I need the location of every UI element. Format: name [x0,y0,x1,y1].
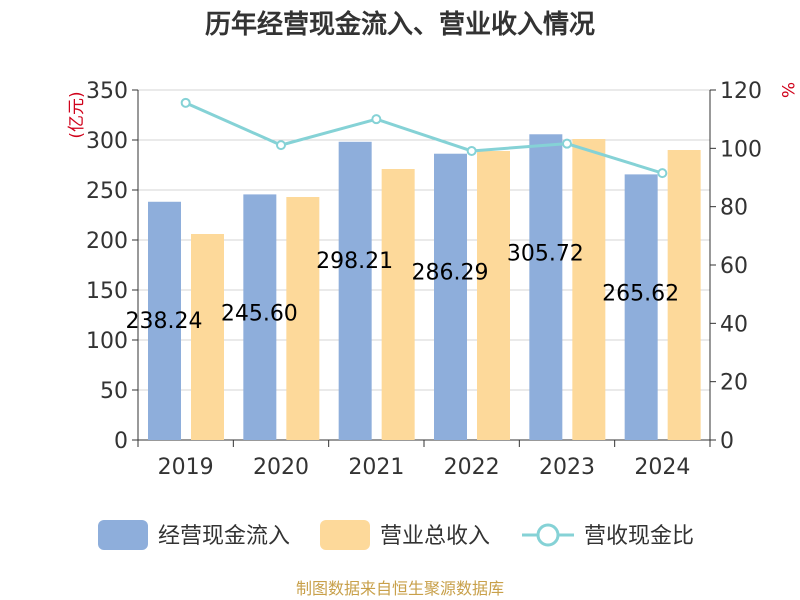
bar-cash-inflow [338,141,372,441]
data-label-cash-inflow: 286.29 [412,261,489,286]
x-tick-label: 2021 [348,455,404,480]
data-label-cash-inflow: 265.62 [602,281,679,306]
x-tick-label: 2023 [539,455,595,480]
left-axis: 0 50 100 150 200 250 300 350 [86,79,139,454]
data-label-cash-inflow: 305.72 [507,241,584,266]
bar-cash-inflow [243,194,277,440]
right-tick-label: 20 [720,371,748,396]
right-tick-label: 60 [720,254,748,279]
point-ratio [371,114,382,125]
legend-label-cash-inflow: 经营现金流入 [158,524,290,549]
right-tick-label: 80 [720,196,748,221]
right-axis-unit: % [777,82,797,98]
legend-label-revenue: 营业总收入 [380,524,490,549]
left-tick-label: 0 [114,429,128,454]
bar-cash-inflow [624,174,658,440]
data-label-cash-inflow: 298.21 [316,249,393,274]
line-ratio [185,101,663,175]
legend-swatch-revenue [320,520,370,550]
left-tick-label: 250 [86,179,128,204]
right-axis: 0 20 40 60 80 100 120 [709,79,762,454]
data-label-cash-inflow: 245.60 [221,301,298,326]
bar-revenue [381,169,415,440]
x-tick-label: 2024 [634,455,690,480]
bar-revenue [477,151,510,440]
bar-cash-inflow [434,153,467,440]
point-ratio [657,168,668,179]
legend: 经营现金流入 营业总收入 营收现金比 [98,520,694,550]
right-tick-label: 40 [720,312,748,337]
legend-marker-ratio [536,523,560,547]
chart-title: 历年经营现金流入、营业收入情况 [205,9,595,40]
left-tick-label: 150 [86,279,128,304]
point-ratio [562,138,572,149]
data-label-cash-inflow: 238.24 [126,309,203,334]
line-series [180,97,668,179]
x-tick-label: 2019 [158,455,214,480]
left-tick-label: 50 [100,379,128,404]
right-tick-label: 100 [720,137,762,162]
bar-revenue [667,150,701,440]
data-labels: 238.24 245.60 298.21 286.29 305.72 265.62 [126,241,680,333]
bars [148,134,701,441]
bar-revenue [572,139,606,440]
x-tick-label: 2022 [444,455,500,480]
bar-revenue [286,197,320,440]
right-tick-label: 0 [720,429,734,454]
legend-swatch-cash-inflow [98,520,148,550]
legend-label-ratio: 营收现金比 [584,524,694,549]
left-tick-label: 350 [86,79,128,104]
point-ratio [276,140,286,151]
bar-cash-inflow [529,134,563,440]
source-note: 制图数据来自恒生聚源数据库 [296,579,504,598]
point-ratio [466,145,477,156]
left-tick-label: 100 [86,329,128,354]
right-tick-label: 120 [720,79,762,104]
left-axis-unit: (亿元) [67,91,87,138]
x-tick-label: 2020 [253,455,309,480]
bar-revenue [191,234,224,440]
left-tick-label: 200 [86,229,128,254]
x-axis: 2019 2020 2021 2022 2023 2024 [137,439,711,480]
point-ratio [180,97,191,108]
grid [138,89,710,441]
bar-cash-inflow [148,201,181,440]
left-tick-label: 300 [86,129,128,154]
